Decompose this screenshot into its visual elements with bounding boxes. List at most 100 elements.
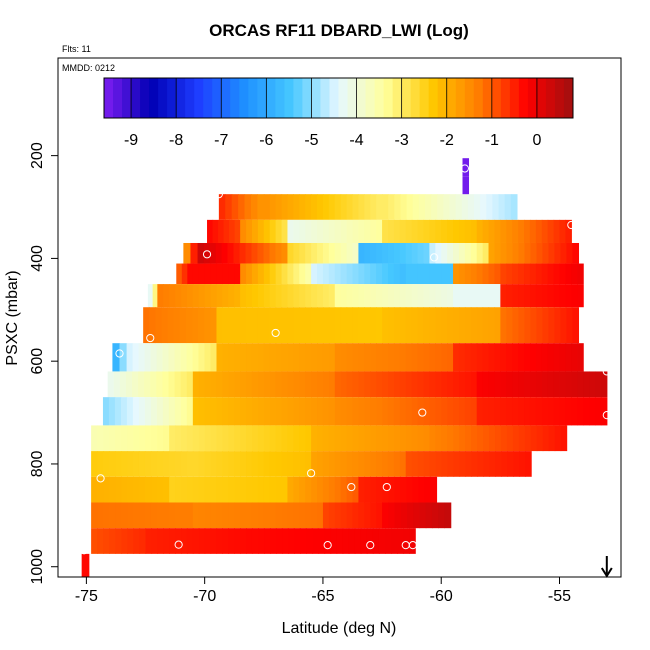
heatmap-cell	[488, 307, 496, 344]
heatmap-cell	[506, 343, 513, 372]
heatmap-cell	[212, 219, 219, 243]
heatmap-cell	[258, 528, 265, 554]
heatmap-cell	[346, 284, 354, 308]
colorbar-tick-label: -3	[395, 132, 409, 149]
heatmap-cell	[299, 219, 306, 243]
sample-marker	[202, 250, 212, 259]
heatmap-cell	[571, 284, 578, 308]
heatmap-cell	[423, 307, 430, 344]
heatmap-cell	[358, 397, 365, 426]
heatmap-cell	[512, 425, 520, 452]
heatmap-cell	[366, 528, 374, 554]
heatmap-cell	[240, 284, 247, 308]
heatmap-cell	[525, 451, 532, 477]
heatmap-cell	[322, 219, 330, 243]
heatmap-cell	[346, 451, 354, 477]
heatmap-cell	[209, 242, 217, 264]
heatmap-cell	[222, 263, 229, 285]
heatmap-cell	[506, 284, 513, 308]
heatmap-cell	[299, 476, 306, 503]
heatmap-cell	[387, 219, 395, 243]
heatmap-cell	[340, 284, 348, 308]
colorbar-swatch	[176, 78, 186, 118]
heatmap-cell	[418, 476, 426, 503]
heatmap-cell	[328, 284, 336, 308]
heatmap-cell	[494, 242, 502, 264]
heatmap-cell	[180, 343, 188, 372]
heatmap-cell	[547, 371, 555, 398]
heatmap-cell	[441, 263, 448, 285]
heatmap-cell	[246, 307, 253, 344]
heatmap-cell	[198, 397, 206, 426]
heatmap-cell	[216, 343, 223, 372]
heatmap-cell	[423, 397, 430, 426]
heatmap-cell	[144, 502, 152, 529]
heatmap-cell	[162, 343, 170, 372]
colorbar-swatch	[140, 78, 150, 118]
heatmap-cell	[583, 371, 590, 398]
heatmap-cell	[411, 425, 419, 452]
heatmap-cell	[222, 528, 229, 554]
heatmap-cell	[317, 219, 324, 243]
heatmap-cell	[477, 451, 484, 477]
heatmap-cell	[548, 242, 556, 264]
heatmap-cell	[394, 194, 402, 220]
heatmap-cell	[287, 219, 294, 243]
heatmap-cell	[139, 528, 147, 554]
heatmap-cell	[263, 263, 271, 285]
heatmap-cell	[346, 194, 354, 220]
heatmap-cell	[293, 263, 300, 285]
heatmap-cell	[240, 263, 247, 285]
heatmap-cell	[470, 307, 478, 344]
heatmap-cell	[542, 307, 549, 344]
heatmap-cell	[334, 371, 342, 398]
heatmap-cell	[382, 397, 389, 426]
heatmap-cell	[263, 284, 271, 308]
heatmap-cell	[222, 425, 229, 452]
heatmap-cell	[257, 502, 265, 529]
heatmap-cell	[305, 343, 312, 372]
heatmap-cell	[364, 263, 371, 285]
heatmap-cell	[518, 284, 525, 308]
heatmap-cell	[91, 528, 98, 554]
heatmap-cell	[328, 476, 336, 503]
heatmap-cell	[305, 371, 312, 398]
heatmap-cell	[181, 263, 188, 285]
heatmap-cell	[464, 307, 472, 344]
heatmap-cell	[287, 397, 294, 426]
heatmap-cell	[476, 307, 484, 344]
heatmap-cell	[216, 425, 223, 452]
heatmap-cell	[138, 397, 146, 426]
heatmap-cell	[524, 263, 531, 285]
heatmap-cell	[476, 219, 484, 243]
heatmap-cell	[393, 242, 401, 264]
heatmap-cell	[114, 397, 122, 426]
heatmap-cell	[423, 263, 430, 285]
colorbar-tick-label: -1	[485, 132, 499, 149]
heatmap-cell	[535, 397, 543, 426]
heatmap-cell	[222, 397, 229, 426]
heatmap-cell	[382, 242, 389, 264]
heatmap-cell	[305, 476, 312, 503]
heatmap-cell	[376, 397, 383, 426]
heatmap-cell	[238, 194, 246, 220]
heatmap-cell	[229, 219, 236, 243]
heatmap-cell	[559, 397, 567, 426]
heatmap-cell	[541, 397, 549, 426]
heatmap-cell	[577, 397, 584, 426]
heatmap-cell	[470, 371, 478, 398]
heatmap-cell	[494, 371, 501, 398]
heatmap-cell	[382, 371, 389, 398]
heatmap-cell	[121, 451, 128, 477]
heatmap-cell	[399, 263, 407, 285]
heatmap-cell	[378, 528, 386, 554]
heatmap-cell	[382, 502, 389, 529]
colorbar-swatch	[212, 78, 222, 118]
heatmap-cell	[529, 263, 537, 285]
colorbar-swatch	[473, 78, 484, 118]
heatmap-cell	[399, 451, 407, 477]
heatmap-cell	[453, 284, 460, 308]
heatmap-cell	[287, 502, 294, 529]
heatmap-cell	[185, 307, 193, 344]
sample-markers	[79, 164, 613, 578]
